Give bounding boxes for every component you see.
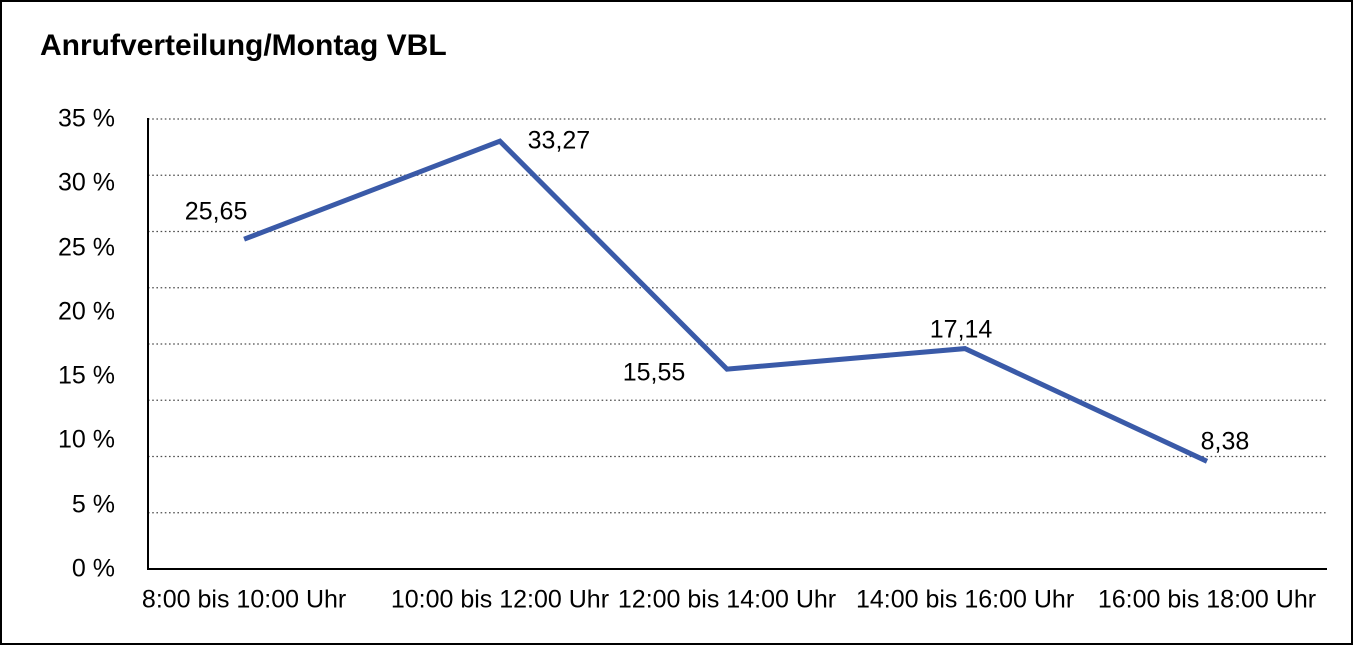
y-tick-label: 0 %	[71, 554, 115, 583]
y-tick-label: 20 %	[58, 297, 115, 326]
y-tick-label: 15 %	[58, 361, 115, 390]
x-category-label: 16:00 bis 18:00 Uhr	[1097, 585, 1317, 614]
y-tick-label: 30 %	[58, 168, 115, 197]
y-tick-label: 10 %	[58, 425, 115, 454]
value-label: 15,55	[622, 358, 686, 387]
value-label: 33,27	[527, 126, 591, 155]
y-tick-label: 5 %	[71, 490, 115, 519]
value-label: 8,38	[1200, 427, 1250, 456]
y-tick-label: 25 %	[58, 233, 115, 262]
series-polyline	[243, 138, 1209, 464]
y-tick-label: 35 %	[58, 104, 115, 133]
x-category-label: 14:00 bis 16:00 Uhr	[855, 585, 1075, 614]
x-category-label: 8:00 bis 10:00 Uhr	[141, 585, 347, 614]
value-label: 25,65	[184, 197, 248, 226]
chart-title: Anrufverteilung/Montag VBL	[40, 29, 447, 62]
x-category-label: 10:00 bis 12:00 Uhr	[390, 585, 610, 614]
value-label: 17,14	[929, 315, 993, 344]
x-category-label: 12:00 bis 14:00 Uhr	[617, 585, 837, 614]
